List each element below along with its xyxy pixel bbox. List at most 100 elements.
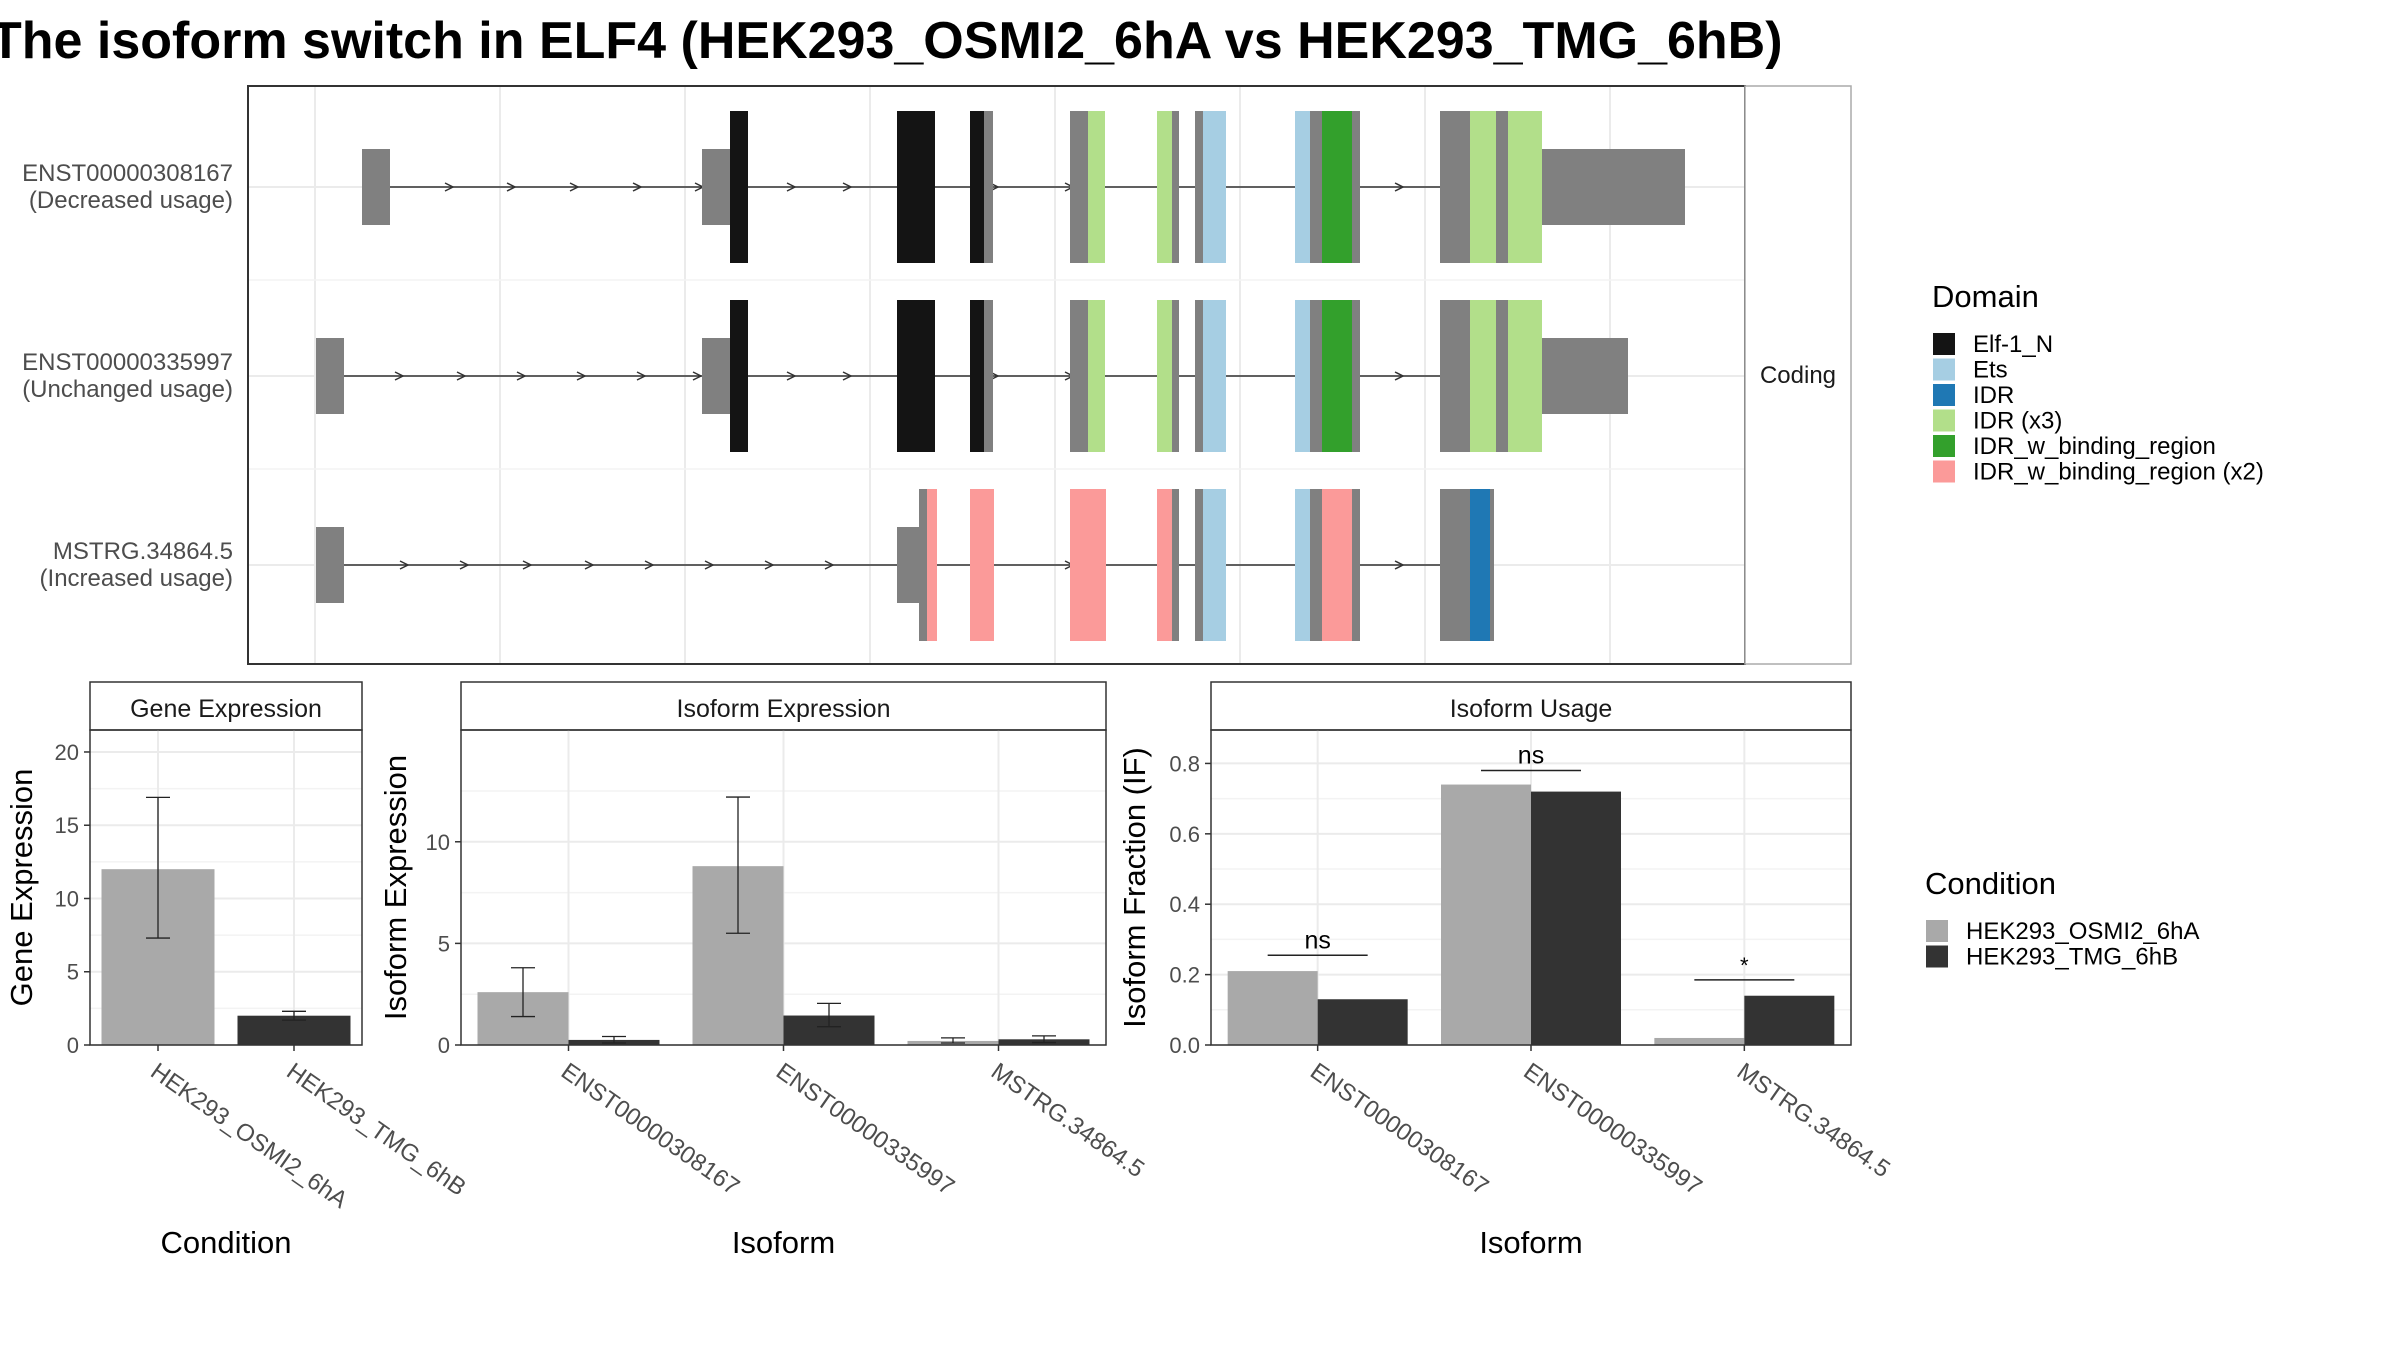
strand-arrow (632, 182, 643, 192)
legend-label: IDR (x3) (1973, 408, 2062, 435)
legend-swatch (1933, 384, 1955, 406)
legend-swatch (1926, 920, 1948, 942)
domain-segment (927, 489, 937, 641)
strand-arrow (692, 371, 703, 381)
error-bar (817, 1002, 841, 1028)
legend-swatch (1926, 945, 1948, 968)
exon-segment (984, 111, 993, 263)
domain-segment (1088, 300, 1105, 452)
error-bar (602, 1035, 626, 1044)
y-tick-label: 10 (426, 830, 450, 855)
exon-segment (1070, 300, 1088, 452)
condition-legend-title: Condition (1925, 866, 2056, 901)
bar (1317, 999, 1408, 1045)
plot-area: ns ns * (1211, 730, 1851, 1046)
strand-arrow (644, 560, 655, 570)
exon-segment (316, 527, 344, 603)
strand-arrow (764, 560, 775, 570)
y-axis-title: Isoform Fraction (IF) (1117, 747, 1152, 1028)
error-bar (941, 1037, 965, 1044)
domain-segment (1322, 489, 1352, 641)
strand-arrow (584, 560, 595, 570)
isoform-usage-label: (Unchanged usage) (22, 376, 233, 403)
strand-arrow (444, 182, 455, 192)
exon-segment (1542, 149, 1685, 225)
strand-arrow (516, 371, 527, 381)
bar (1654, 1037, 1745, 1045)
domain-segment (970, 489, 994, 641)
strand-arrow (842, 182, 853, 192)
isoform-usage-chart: Isoform Usage ns ns * 0.0 0.2 0.4 0.6 0.8 ENST000… (1117, 681, 1895, 1260)
exon-segment (1352, 300, 1360, 452)
domain-segment (1470, 111, 1496, 263)
exon-segment (316, 338, 344, 414)
significance-annotation: ns (1267, 926, 1368, 957)
x-tick-label: ENST00000335997 (1519, 1058, 1707, 1201)
y-axis-title: Isoform Expression (378, 755, 413, 1020)
y-tick-label: 0 (67, 1033, 79, 1058)
x-axis-title: Isoform (1479, 1225, 1582, 1260)
strand-arrow (522, 560, 533, 570)
domain-segment (1295, 300, 1310, 452)
isoform-structure-row (316, 300, 1628, 452)
strand-arrow (456, 371, 467, 381)
strand-arrow (824, 560, 835, 570)
exon-segment (1542, 338, 1628, 414)
exon-segment (1310, 111, 1322, 263)
exon-segment (1172, 300, 1179, 452)
exon-segment (1172, 489, 1179, 641)
legend-label: IDR (1973, 382, 2014, 409)
domain-segment (1470, 300, 1496, 452)
strip-label: Coding (1760, 362, 1836, 389)
error-bar (1032, 1035, 1056, 1044)
x-tick-label: ENST00000335997 (771, 1058, 959, 1201)
strand-arrow (506, 182, 517, 192)
isoform-row-labels: ENST00000308167(Decreased usage) ENST0000… (22, 160, 233, 592)
exon-segment (897, 527, 919, 603)
panel-strip (1210, 681, 1852, 731)
domain-segment (1322, 111, 1352, 263)
exon-segment (1496, 300, 1508, 452)
domain-segment (1070, 489, 1106, 641)
strand-arrow (786, 371, 797, 381)
domain-segment (1157, 300, 1173, 452)
y-tick-label: 5 (438, 931, 450, 956)
strand-arrow (1394, 371, 1405, 381)
plot-area (90, 730, 362, 1046)
y-tick-label: 0.8 (1169, 751, 1200, 776)
domain-segment (1157, 111, 1173, 263)
y-tick-label: 0.6 (1169, 822, 1200, 847)
legend-label: HEK293_OSMI2_6hA (1966, 918, 2199, 945)
strand-arrow (842, 371, 853, 381)
y-tick-label: 20 (55, 740, 79, 765)
exon-segment (1310, 300, 1322, 452)
domain-segment (1203, 489, 1226, 641)
isoform-structures (316, 111, 1685, 641)
y-tick-label: 0.0 (1169, 1033, 1200, 1058)
legend-label: HEK293_TMG_6hB (1966, 944, 2178, 971)
isoform-structure-panel: Coding ENST00000308167(Decreased usage)E… (22, 85, 1852, 665)
significance-label: ns (1304, 926, 1330, 954)
exon-segment (1195, 300, 1203, 452)
domain-segment (730, 111, 748, 263)
significance-label: ns (1518, 741, 1544, 769)
exon-segment (1490, 489, 1494, 641)
bar (1441, 784, 1531, 1045)
domain-segment (730, 300, 748, 452)
domain-segment (1088, 111, 1105, 263)
exon-segment (1352, 489, 1360, 641)
strand-arrow (459, 560, 470, 570)
exon-segment (1195, 111, 1203, 263)
domain-segment (1508, 111, 1542, 263)
significance-annotation: * (1694, 953, 1795, 981)
figure-title: The isoform switch in ELF4 (HEK293_OSMI2… (0, 12, 1783, 70)
domain-segment (897, 300, 935, 452)
y-tick-label: 0 (438, 1033, 450, 1058)
strand-arrow (576, 371, 587, 381)
x-tick-label: ENST00000308167 (1305, 1058, 1493, 1201)
exon-segment (702, 149, 730, 225)
isoform-expression-chart: Isoform Expression 0 5 10 ENST00000308167 ENS… (378, 681, 1149, 1260)
panel-border (89, 729, 363, 1046)
